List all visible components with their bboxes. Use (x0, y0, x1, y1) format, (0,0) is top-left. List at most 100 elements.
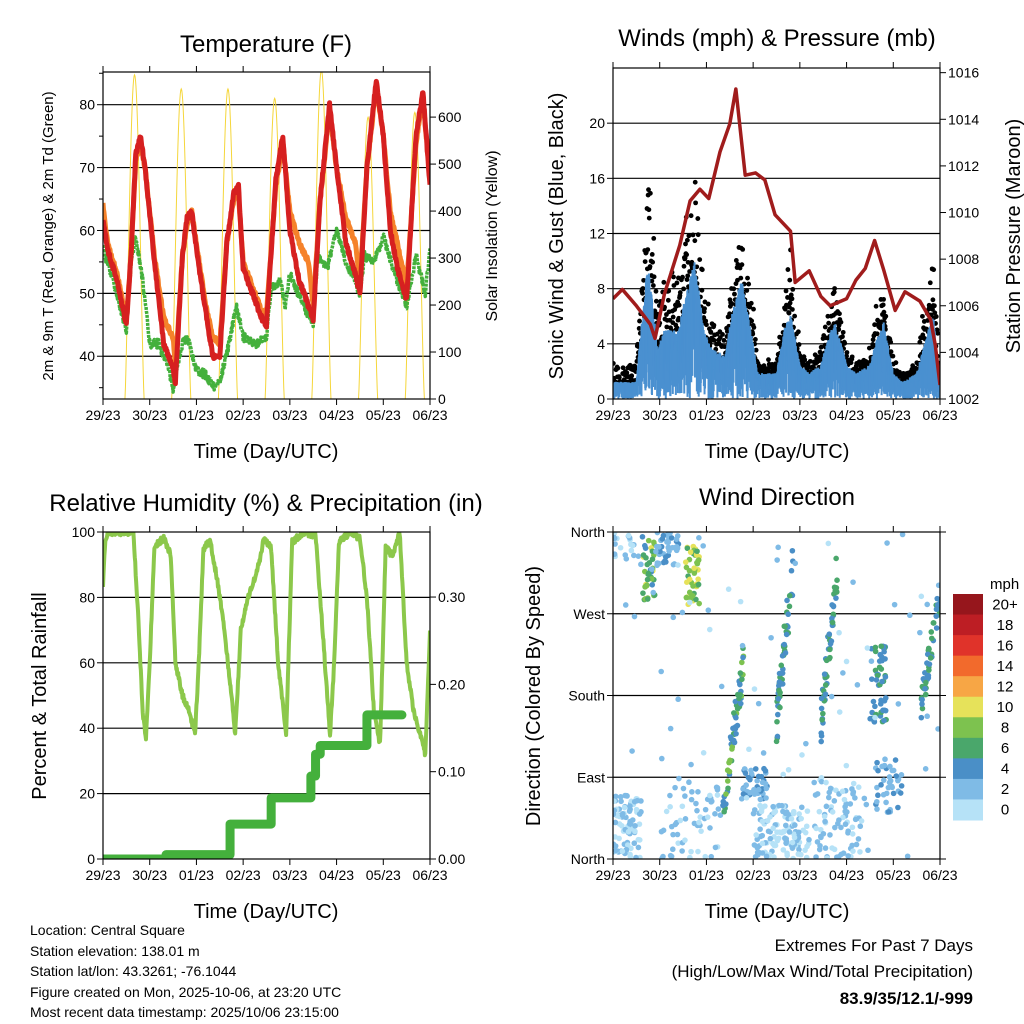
winds-xlabel: Time (Day/UTC) (705, 441, 850, 463)
y-tick-label: 12 (589, 226, 605, 242)
gust-point (684, 237, 690, 243)
wind-direction-point (732, 698, 739, 705)
gust-point (848, 360, 854, 366)
y-tick-label: 80 (79, 97, 95, 113)
wind-direction-point (684, 579, 690, 586)
y-tick-label: 16 (589, 170, 605, 186)
wind-direction-point (771, 809, 777, 816)
y-tick-label: West (573, 606, 605, 622)
wind-direction-point (850, 791, 856, 797)
gust-point (933, 314, 939, 319)
y2-tick-label: 400 (438, 203, 462, 219)
wind-direction-point (740, 654, 746, 661)
colorbar-label: 0 (1001, 802, 1009, 819)
y-tick-label: 8 (597, 281, 605, 297)
wind-direction-point (854, 682, 861, 688)
wind-direction-point (789, 547, 796, 554)
wind-direction-point (873, 677, 880, 683)
wind-direction-point (823, 803, 830, 810)
x-tick-label: 30/23 (642, 867, 677, 883)
gust-point (677, 290, 683, 295)
wind-direction-point (812, 792, 819, 798)
wind-direction-point (712, 844, 719, 851)
gust-point (844, 353, 849, 359)
wind-direction-point (881, 762, 888, 769)
wind-direction-point (922, 685, 928, 692)
wind-direction-point (725, 785, 731, 792)
2m-td-line (103, 226, 430, 394)
wind-direction-point (739, 676, 745, 683)
wind-direction-point (696, 819, 702, 826)
gust-point (674, 280, 680, 286)
wind-direction-point (788, 567, 795, 574)
gust-point (653, 298, 659, 304)
gust-point (695, 232, 701, 238)
wind-direction-point (721, 808, 727, 815)
wind-direction-point (737, 670, 744, 676)
wind-direction-point (926, 667, 932, 673)
wind-direction-point (627, 853, 634, 859)
wind-direction-point (650, 589, 657, 596)
x-tick-label: 04/23 (829, 867, 864, 883)
y-tick-label: 0 (87, 851, 95, 867)
wind-direction-point (727, 757, 733, 764)
wind-direction-point (682, 816, 689, 822)
wind-direction-point (844, 809, 850, 815)
colorbar-label: 12 (997, 678, 1014, 695)
wind-direction-point (842, 821, 849, 828)
wind-direction-point (834, 577, 840, 584)
wind-direction-point (829, 809, 836, 815)
colorbar-label: 18 (997, 617, 1014, 634)
wind-direction-point (693, 596, 699, 603)
gust-point (616, 375, 622, 380)
colorbar-swatch (953, 614, 983, 636)
gust-point (646, 215, 652, 221)
gust-point (935, 330, 940, 336)
wind-direction-point (882, 756, 888, 763)
x-tick-label: 29/23 (595, 867, 630, 883)
wind-direction-point (760, 750, 767, 756)
colorbar-label: 14 (997, 658, 1014, 675)
wind-direction-point (887, 763, 893, 770)
wind-direction-point (872, 714, 878, 721)
wind-direction-point (669, 846, 676, 853)
gust-point (681, 263, 687, 269)
wind-direction-point (825, 540, 832, 547)
colorbar-label: 10 (997, 699, 1014, 716)
wind-direction-point (820, 830, 827, 837)
wind-direction-point (657, 548, 663, 555)
y2-tick-label: 1010 (948, 205, 979, 221)
wind-direction-point (823, 779, 829, 786)
y-tick-label: 40 (79, 720, 95, 736)
x-tick-label: 01/23 (689, 407, 724, 423)
wind-direction-point (668, 823, 675, 830)
x-tick-label: 06/23 (412, 407, 447, 423)
gust-point (665, 297, 671, 303)
wind-direction-point (675, 840, 681, 846)
wind-direction-point (617, 794, 624, 800)
x-tick-label: 05/23 (876, 867, 911, 883)
wind-direction-point (658, 668, 664, 675)
wind-direction-point (627, 803, 633, 809)
wind-direction-point (695, 581, 702, 588)
gust-point (699, 287, 705, 293)
wind-direction-point (613, 819, 619, 826)
wind-direction-point (798, 815, 804, 822)
wind-direction-point (663, 559, 669, 565)
gust-point (840, 329, 846, 335)
gust-point (703, 318, 709, 324)
wind-direction-point (674, 545, 681, 552)
gust-point (870, 342, 876, 347)
colorbar-label: 16 (997, 637, 1014, 654)
gust-point (620, 365, 626, 371)
wind-direction-point (834, 820, 841, 827)
colorbar-swatch (953, 737, 983, 759)
wind-direction-point (786, 592, 793, 599)
gust-point (931, 267, 937, 273)
gust-point (787, 300, 793, 306)
wind-direction-point (757, 796, 764, 803)
wind-direction-point (825, 794, 832, 801)
x-tick-label: 03/23 (272, 407, 307, 423)
wind-direction-point (802, 829, 809, 836)
wind-direction-point (616, 835, 622, 842)
